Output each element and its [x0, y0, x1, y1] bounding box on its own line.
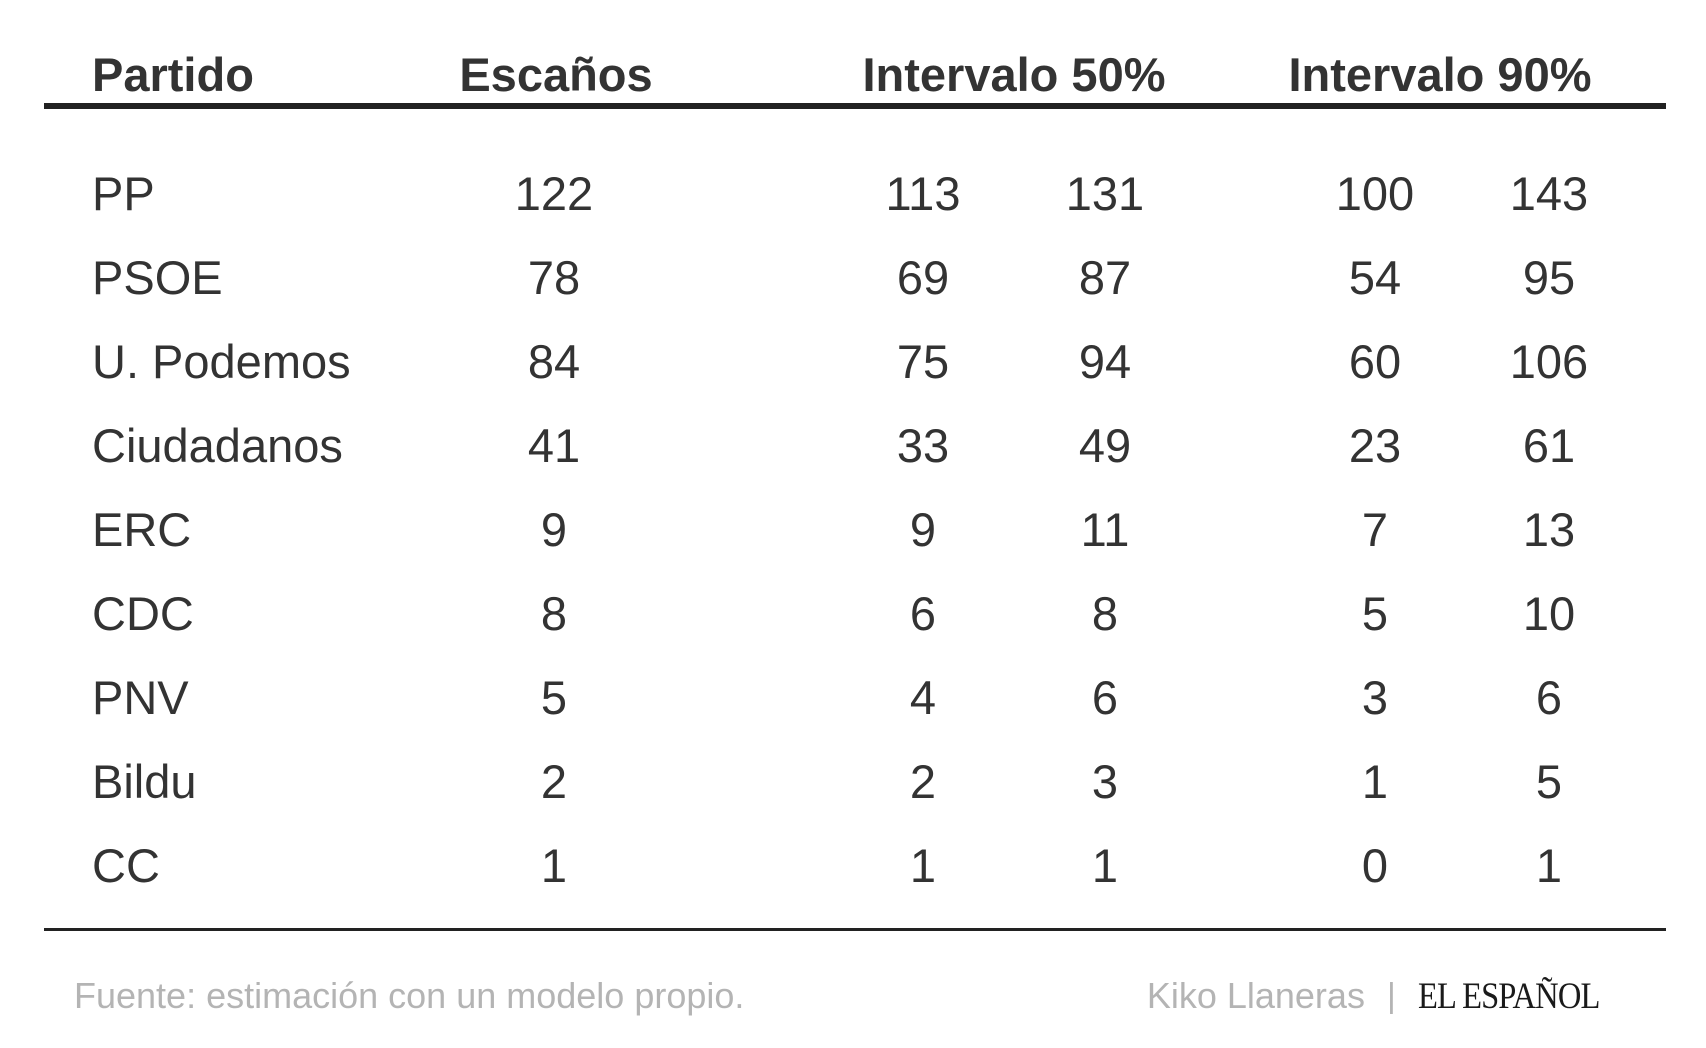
- interval-50-low-cell: 2: [909, 755, 937, 808]
- footer: Fuente: estimación con un modelo propio.…: [44, 966, 1666, 1026]
- interval-90-high-cell: 13: [1522, 503, 1576, 556]
- seats-cell: 5: [540, 671, 568, 724]
- seats-cell: 122: [514, 167, 594, 220]
- party-cell: PNV: [92, 671, 189, 724]
- interval-90-high-cell: 6: [1535, 671, 1563, 724]
- interval-50-high-cell: 11: [1080, 503, 1130, 556]
- interval-50-high-cell: 49: [1078, 419, 1132, 472]
- table-row: CC 1 1 1 0 1: [44, 824, 1666, 908]
- table-header-row: Partido Escaños Intervalo 50% Intervalo …: [44, 40, 1666, 110]
- seats-cell: 84: [527, 335, 581, 388]
- interval-50-low-cell: 75: [896, 335, 950, 388]
- interval-90-high-cell: 10: [1522, 587, 1576, 640]
- interval-90-low-cell: 23: [1348, 419, 1402, 472]
- interval-50-high-cell: 8: [1091, 587, 1119, 640]
- interval-90-high-cell: 1: [1535, 839, 1563, 892]
- table-row: U. Podemos 84 75 94 60 106: [44, 320, 1666, 404]
- table-row: Bildu 2 2 3 1 5: [44, 740, 1666, 824]
- source-note: Fuente: estimación con un modelo propio.: [74, 975, 745, 1016]
- party-cell: Ciudadanos: [92, 419, 343, 472]
- interval-50-high-cell: 94: [1078, 335, 1132, 388]
- interval-50-high-cell: 1: [1091, 839, 1119, 892]
- table-row: CDC 8 6 8 5 10: [44, 572, 1666, 656]
- interval-50-high-cell: 131: [1065, 167, 1145, 220]
- party-cell: PSOE: [92, 251, 223, 304]
- interval-50-low-cell: 33: [896, 419, 950, 472]
- seat-estimate-table: Partido Escaños Intervalo 50% Intervalo …: [44, 0, 1666, 1048]
- interval-90-low-cell: 5: [1361, 587, 1389, 640]
- interval-90-high-cell: 143: [1509, 167, 1589, 220]
- table-body: PP 122 113 131 100 143 PSOE 78 69 87 54 95 U. Podemo…: [44, 152, 1666, 908]
- credit: Kiko Llaneras | EL ESPAÑOL: [1147, 966, 1624, 1026]
- el-espanol-logo: EL ESPAÑOL: [1417, 975, 1600, 1017]
- interval-50-low-cell: 4: [909, 671, 937, 724]
- table-row: PNV 5 4 6 3 6: [44, 656, 1666, 740]
- seats-cell: 78: [527, 251, 581, 304]
- table-row: Ciudadanos 41 33 49 23 61: [44, 404, 1666, 488]
- interval-90-low-cell: 7: [1361, 503, 1389, 556]
- interval-50-high-cell: 3: [1091, 755, 1119, 808]
- interval-50-low-cell: 113: [885, 167, 961, 220]
- credit-separator: |: [1386, 976, 1396, 1015]
- interval-90-low-cell: 1: [1361, 755, 1389, 808]
- header-party: Partido: [92, 48, 254, 101]
- table-row: PP 122 113 131 100 143: [44, 152, 1666, 236]
- seats-cell: 1: [540, 839, 568, 892]
- interval-90-low-cell: 54: [1348, 251, 1402, 304]
- header-interval-50: Intervalo 50%: [862, 48, 1166, 101]
- party-cell: Bildu: [92, 755, 197, 808]
- party-cell: PP: [92, 167, 155, 220]
- interval-90-low-cell: 0: [1361, 839, 1389, 892]
- party-cell: CC: [92, 839, 160, 892]
- interval-90-low-cell: 60: [1348, 335, 1402, 388]
- party-cell: ERC: [92, 503, 192, 556]
- header-divider: [44, 103, 1666, 109]
- interval-90-high-cell: 95: [1522, 251, 1576, 304]
- interval-90-high-cell: 61: [1522, 419, 1576, 472]
- author-name: Kiko Llaneras: [1146, 975, 1365, 1016]
- interval-50-high-cell: 6: [1091, 671, 1119, 724]
- party-cell: U. Podemos: [92, 335, 351, 388]
- header-interval-90: Intervalo 90%: [1288, 48, 1592, 101]
- footer-divider: [44, 928, 1666, 931]
- interval-90-high-cell: 106: [1509, 335, 1589, 388]
- interval-50-high-cell: 87: [1078, 251, 1132, 304]
- table-row: ERC 9 9 11 7 13: [44, 488, 1666, 572]
- seats-cell: 8: [540, 587, 568, 640]
- interval-90-low-cell: 3: [1361, 671, 1389, 724]
- seats-cell: 41: [527, 419, 581, 472]
- interval-50-low-cell: 69: [896, 251, 950, 304]
- interval-50-low-cell: 1: [909, 839, 937, 892]
- interval-50-low-cell: 6: [909, 587, 937, 640]
- interval-90-low-cell: 100: [1335, 167, 1415, 220]
- party-cell: CDC: [92, 587, 194, 640]
- table-row: PSOE 78 69 87 54 95: [44, 236, 1666, 320]
- seats-cell: 2: [540, 755, 568, 808]
- interval-50-low-cell: 9: [909, 503, 937, 556]
- header-seats: Escaños: [459, 48, 653, 101]
- seats-cell: 9: [540, 503, 568, 556]
- interval-90-high-cell: 5: [1535, 755, 1563, 808]
